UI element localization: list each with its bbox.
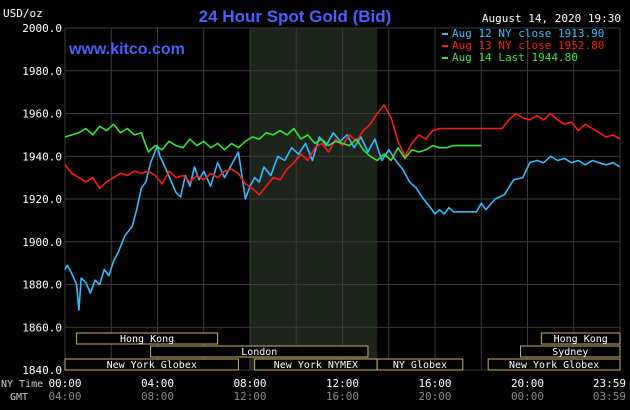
y-tick-label: 1880.0 — [22, 279, 62, 292]
x-tick-label-ny: 08:00 — [233, 377, 266, 390]
x-axis-tick-labels: 00:0004:0004:0008:0008:0012:0012:0016:00… — [48, 377, 626, 403]
x-tick-label-ny: 16:00 — [418, 377, 451, 390]
y-axis-label: USD/oz — [3, 7, 43, 20]
chart-title: 24 Hour Spot Gold (Bid) — [199, 7, 392, 26]
x-tick-label-gmt: 03:59 — [593, 390, 626, 403]
session-bar — [520, 345, 621, 358]
session-label: New York Globex — [509, 360, 599, 371]
session-bar — [76, 332, 219, 345]
x-tick-label-gmt: 20:00 — [418, 390, 451, 403]
session-bar — [150, 345, 369, 358]
x-tick-label-gmt: 08:00 — [141, 390, 174, 403]
y-axis-tick-labels: 2000.0 1980.0 1960.0 1940.0 1920.0 1900.0 1880… — [22, 22, 62, 377]
session-bar — [487, 358, 621, 371]
x-tick-label-gmt: 04:00 — [48, 390, 81, 403]
session-label: New York NYMEX — [274, 360, 358, 371]
legend-entry: Aug 12 NY close 1913.90 — [452, 27, 604, 40]
market-session-bars: Hong Kong Hong Kong London Sydney New York G… — [64, 332, 621, 371]
x-tick-label-ny: 12:00 — [326, 377, 359, 390]
x-tick-label-ny: 20:00 — [511, 377, 544, 390]
gmt-row-label: GMT — [10, 392, 28, 403]
timestamp: August 14, 2020 19:30 — [482, 12, 621, 25]
series-line-1 — [64, 131, 621, 311]
grid-lines — [64, 27, 621, 371]
session-bar — [64, 358, 239, 371]
series-line-2 — [64, 104, 621, 196]
y-tick-label: 1840.0 — [22, 364, 62, 377]
x-tick-label-gmt: 12:00 — [233, 390, 266, 403]
y-tick-label: 1900.0 — [22, 236, 62, 249]
x-tick-label-gmt: 16:00 — [326, 390, 359, 403]
session-label: Sydney — [552, 347, 588, 358]
session-label: Hong Kong — [554, 334, 608, 345]
ny-time-row-label: NY Time — [1, 379, 43, 390]
session-label: London — [241, 347, 277, 358]
price-series-lines — [64, 104, 621, 311]
session-bar — [540, 332, 621, 345]
session-label: Hong Kong — [120, 334, 174, 345]
y-tick-label: 1960.0 — [22, 108, 62, 121]
x-tick-label-ny: 23:59 — [593, 377, 626, 390]
series-line-3 — [64, 123, 482, 162]
y-tick-label: 1980.0 — [22, 65, 62, 78]
x-tick-label-gmt: 00:00 — [511, 390, 544, 403]
legend-entry: Aug 13 NY close 1952.80 — [452, 39, 604, 52]
legend-entry: Aug 14 Last 1944.80 — [452, 51, 578, 64]
y-tick-label: 1940.0 — [22, 150, 62, 163]
y-tick-label: 2000.0 — [22, 22, 62, 35]
y-tick-label: 1920.0 — [22, 193, 62, 206]
x-tick-label-ny: 04:00 — [141, 377, 174, 390]
session-label: New York Globex — [107, 360, 197, 371]
session-bar — [376, 358, 464, 371]
session-label: NY Globex — [393, 360, 447, 371]
x-tick-label-ny: 00:00 — [48, 377, 81, 390]
y-tick-label: 1860.0 — [22, 321, 62, 334]
kitco-watermark: www.kitco.com — [68, 41, 185, 58]
